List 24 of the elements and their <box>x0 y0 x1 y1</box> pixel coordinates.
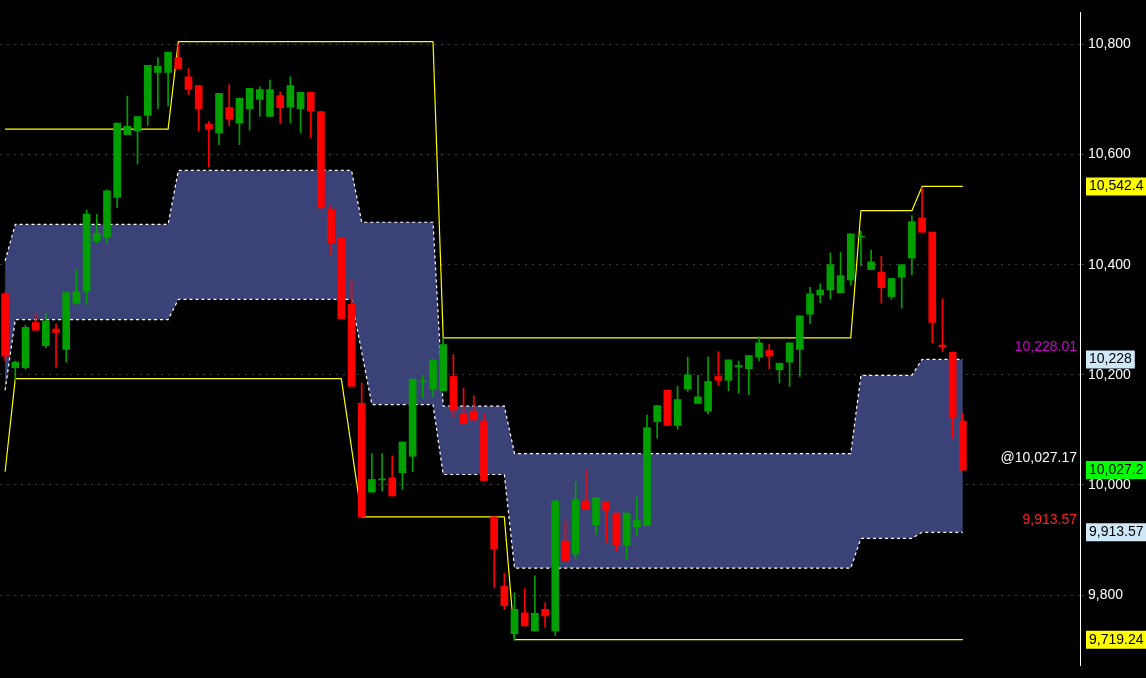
annotation: 10,228.01 <box>1014 338 1078 355</box>
candlestick <box>154 57 162 110</box>
candlestick <box>52 323 60 368</box>
candlestick <box>602 501 611 543</box>
candlestick <box>632 496 641 536</box>
text: 9,913.57 <box>1089 523 1144 540</box>
text: 10,027.2 <box>1089 460 1144 477</box>
candlestick <box>694 375 702 404</box>
y-tick-label: 10,600 <box>1088 145 1132 162</box>
y-tick-label: 10,000 <box>1088 475 1132 492</box>
text: 10,228 <box>1089 350 1133 367</box>
text: 10,542.4 <box>1089 177 1144 194</box>
candlestick <box>205 121 213 167</box>
annotation: @10,027.17 <box>1000 448 1078 465</box>
candlestick <box>765 344 774 370</box>
y-tick-label: 9,800 <box>1088 585 1124 602</box>
text: 9,719.24 <box>1089 630 1144 647</box>
candlestick <box>582 469 590 510</box>
y-tick-label: 10,800 <box>1088 35 1132 52</box>
y-tick-label: 10,200 <box>1088 365 1132 382</box>
annotation: 9,913.57 <box>1022 511 1078 528</box>
candlestick <box>714 351 723 386</box>
y-tick-label: 10,400 <box>1088 255 1132 272</box>
line-series <box>4 298 964 569</box>
